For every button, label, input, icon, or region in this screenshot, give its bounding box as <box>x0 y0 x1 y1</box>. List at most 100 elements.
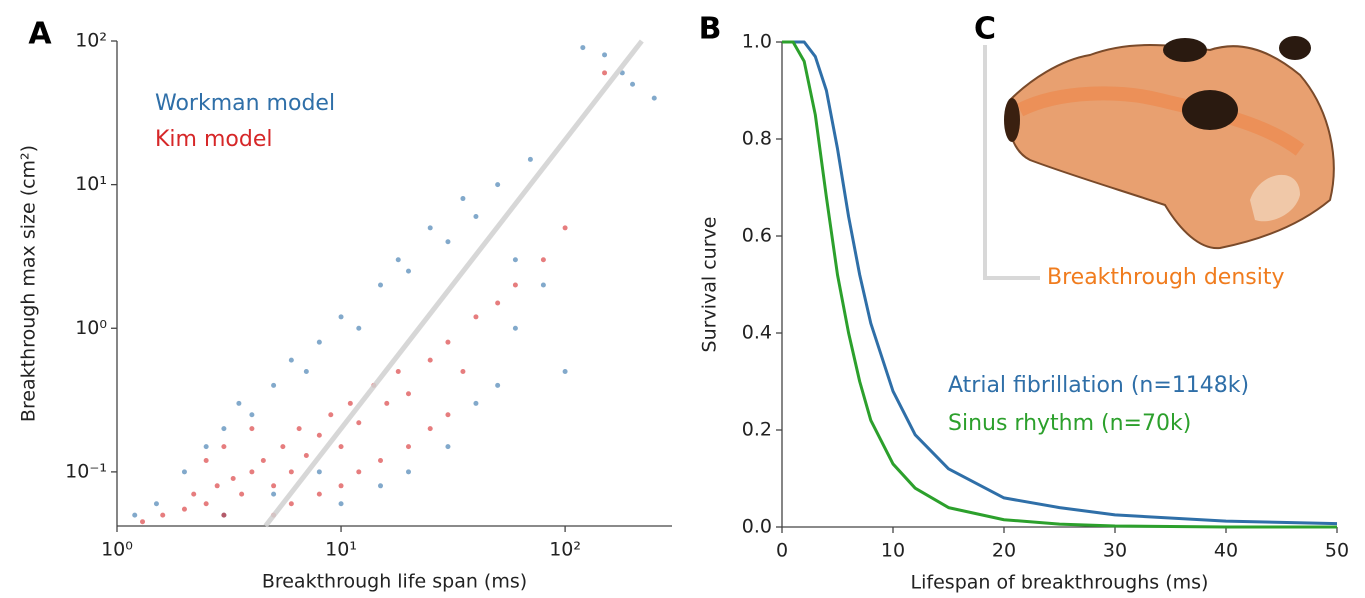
scatter-point <box>221 444 227 450</box>
x-tick-label: 0 <box>776 540 788 562</box>
y-tick-label: 10¹ <box>75 173 107 195</box>
scatter-point <box>405 469 411 475</box>
legend-entry: Kim model <box>155 127 272 152</box>
scatter-point <box>338 444 344 450</box>
scatter-point <box>495 300 501 306</box>
scatter-point <box>181 506 187 512</box>
scatter-point <box>160 512 166 518</box>
scatter-point <box>236 400 242 406</box>
y-axis-label: Survival curve <box>699 217 721 353</box>
scatter-point <box>445 239 451 245</box>
scatter-point <box>280 444 286 450</box>
scatter-point <box>540 257 546 263</box>
scatter-point <box>602 52 608 58</box>
scatter-point <box>230 475 236 481</box>
y-tick-label: 10⁻¹ <box>65 460 107 482</box>
y-tick-label: 0.6 <box>742 225 772 247</box>
scatter-point <box>153 501 159 507</box>
scatter-point <box>460 196 466 202</box>
scatter-point <box>527 156 533 162</box>
scatter-point <box>214 483 220 489</box>
scatter-point <box>512 257 518 263</box>
scatter-point <box>427 426 433 432</box>
scatter-point <box>473 314 479 320</box>
scatter-point <box>303 453 309 459</box>
panel-letter: B <box>699 12 722 47</box>
scatter-point <box>316 469 322 475</box>
scatter-point <box>378 282 384 288</box>
scatter-point <box>495 382 501 388</box>
x-tick-label: 10⁰ <box>101 539 133 561</box>
x-tick-label: 20 <box>992 540 1016 562</box>
survival-line <box>782 40 1337 529</box>
scatter-point <box>338 314 344 320</box>
y-axis-label: Breakthrough max size (cm²) <box>18 145 40 422</box>
fit-line <box>263 39 644 528</box>
y-tick-label: 10² <box>75 30 107 52</box>
panel-letter: C <box>974 12 996 47</box>
scatter-point <box>445 444 451 450</box>
scatter-point <box>630 81 636 87</box>
scatter-point <box>271 382 277 388</box>
scatter-point <box>249 426 255 432</box>
scatter-point <box>338 483 344 489</box>
scatter-point <box>445 412 451 418</box>
scatter-point <box>602 70 608 76</box>
y-tick-label: 10⁰ <box>75 317 107 339</box>
scatter-point <box>239 491 245 497</box>
scatter-point <box>512 325 518 331</box>
scatter-point <box>427 357 433 363</box>
x-tick-label: 40 <box>1214 540 1238 562</box>
scatter-point <box>271 491 277 497</box>
scatter-point <box>378 458 384 464</box>
scatter-point <box>288 357 294 363</box>
x-axis-label: Breakthrough life span (ms) <box>262 571 527 593</box>
scatter-point <box>427 225 433 231</box>
y-tick-label: 0.4 <box>742 322 772 344</box>
survival-line <box>782 40 1338 526</box>
scatter-point <box>296 426 302 432</box>
scatter-point <box>356 420 362 426</box>
x-tick-label: 10² <box>549 539 581 561</box>
scatter-point <box>249 469 255 475</box>
scatter-point <box>338 501 344 507</box>
scatter-point <box>562 225 568 231</box>
scatter-point <box>221 426 227 432</box>
scatter-point <box>221 512 227 518</box>
scatter-point <box>316 432 322 438</box>
scatter-point <box>316 491 322 497</box>
scatter-point <box>512 282 518 288</box>
scatter-point <box>405 444 411 450</box>
y-tick-label: 0.8 <box>742 128 772 150</box>
x-tick-label: 10 <box>881 540 905 562</box>
scatter-point <box>288 469 294 475</box>
legend-entry: Workman model <box>155 91 335 116</box>
scatter-point <box>328 412 334 418</box>
scatter-point <box>271 483 277 489</box>
scatter-point <box>203 458 209 464</box>
scatter-point <box>395 257 401 263</box>
scatter-point <box>203 444 209 450</box>
heart-image <box>983 36 1335 280</box>
scatter-point <box>356 469 362 475</box>
scatter-point <box>378 483 384 489</box>
scatter-point <box>395 368 401 374</box>
legend-entry: Sinus rhythm (n=70k) <box>948 411 1191 436</box>
scatter-point <box>347 400 353 406</box>
scatter-point <box>140 519 146 525</box>
y-tick-label: 0.2 <box>742 419 772 441</box>
x-tick-label: 30 <box>1103 540 1127 562</box>
scatter-point <box>260 458 266 464</box>
scatter-point <box>405 268 411 274</box>
scatter-point <box>445 339 451 345</box>
scatter-point <box>132 512 138 518</box>
scatter-point <box>249 412 255 418</box>
scatter-point <box>473 400 479 406</box>
scatter-point <box>384 400 390 406</box>
scatter-point <box>580 45 586 51</box>
y-tick-label: 1.0 <box>742 31 772 53</box>
scatter-point <box>191 491 197 497</box>
x-axis-label: Lifespan of breakthroughs (ms) <box>911 572 1209 594</box>
scatter-point <box>181 469 187 475</box>
